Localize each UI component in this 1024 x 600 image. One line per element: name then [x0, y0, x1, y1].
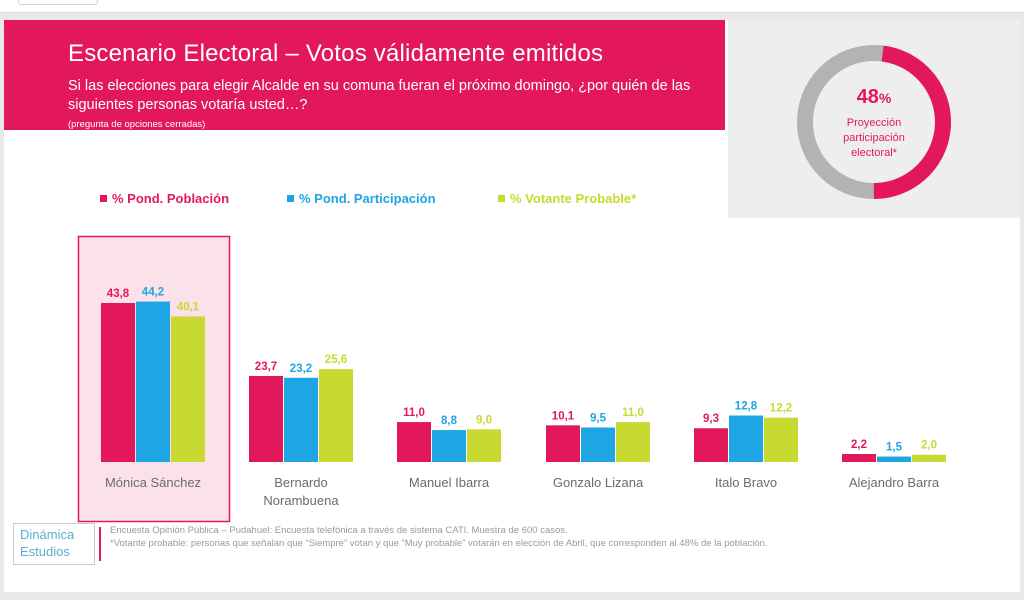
- legend-item-participacion: % Pond. Participación: [287, 191, 436, 206]
- bar: [136, 301, 170, 462]
- category-label: Bernardo: [274, 475, 327, 490]
- logo-text-line1: Dinámica: [20, 527, 75, 542]
- category-label: Gonzalo Lizana: [553, 475, 644, 490]
- bar: [249, 375, 283, 462]
- participation-number: 48: [856, 86, 879, 108]
- bar: [912, 454, 946, 462]
- slide-title: Escenario Electoral – Votos válidamente …: [68, 40, 604, 67]
- data-label: 8,8: [441, 415, 458, 427]
- data-label: 43,8: [107, 288, 130, 300]
- data-label: 11,0: [403, 407, 425, 419]
- bar: [319, 369, 353, 462]
- data-label: 11,0: [622, 407, 644, 419]
- logo-text-line2: Estudios: [20, 544, 70, 559]
- previous-slide-edge: [18, 0, 98, 5]
- bar: [101, 303, 135, 462]
- data-label: 1,5: [886, 442, 903, 454]
- category-label: Manuel Ibarra: [409, 475, 490, 490]
- participation-value: 48%: [794, 86, 954, 109]
- bar: [581, 427, 615, 462]
- category-label: Norambuena: [263, 493, 339, 508]
- data-label: 2,0: [921, 440, 937, 452]
- data-label: 25,6: [325, 354, 347, 366]
- data-label: 2,2: [851, 439, 867, 451]
- bar: [694, 428, 728, 462]
- footer-survey-note: Encuesta Opinión Pública – Pudahuel: Enc…: [110, 525, 568, 536]
- bar: [616, 422, 650, 462]
- bar: [842, 454, 876, 462]
- company-logo: Dinámica Estudios: [13, 523, 95, 565]
- legend-swatch: [287, 195, 294, 202]
- footer-footnote: *Votante probable: personas que señalan …: [110, 538, 768, 549]
- footer-notes: Encuesta Opinión Pública – Pudahuel: Enc…: [110, 524, 940, 550]
- data-label: 23,7: [255, 361, 277, 373]
- participation-label: Proyección participación electoral*: [843, 117, 905, 159]
- top-strip: [0, 0, 1024, 13]
- bar: [467, 429, 501, 462]
- data-label: 10,1: [552, 410, 575, 422]
- bar: [764, 417, 798, 462]
- data-label: 12,2: [770, 403, 792, 415]
- data-label: 12,8: [735, 401, 758, 413]
- bar: [877, 456, 911, 462]
- data-label: 9,0: [476, 414, 492, 426]
- legend-label: % Votante Probable*: [510, 191, 637, 206]
- footer-divider: [99, 527, 101, 561]
- data-label: 9,5: [590, 413, 607, 425]
- legend-item-poblacion: % Pond. Población: [100, 191, 229, 206]
- legend-swatch: [498, 195, 505, 202]
- legend-item-votante-probable: % Votante Probable*: [498, 191, 636, 206]
- category-label: Mónica Sánchez: [105, 475, 201, 490]
- category-label: Alejandro Barra: [849, 475, 940, 490]
- data-label: 40,1: [177, 301, 200, 313]
- data-label: 23,2: [290, 363, 312, 375]
- bar: [284, 377, 318, 462]
- category-label: Italo Bravo: [715, 475, 777, 490]
- survey-question: Si las elecciones para elegir Alcalde en…: [68, 78, 691, 113]
- slide: Escenario Electoral – Votos válidamente …: [4, 20, 1020, 592]
- bar: [729, 415, 763, 462]
- participation-unit: %: [878, 90, 892, 106]
- donut-progress-arc: [797, 45, 951, 199]
- bar: [171, 316, 205, 462]
- data-label: 44,2: [142, 287, 164, 299]
- bar: [397, 422, 431, 462]
- vote-bar-chart: 43,8 23,7 11,0 10,1 9,3 2,2 44,2 23,2 8,8 9,5 12,8…: [77, 235, 946, 523]
- participation-donut: [797, 45, 951, 199]
- legend-label: % Pond. Participación: [299, 191, 436, 206]
- bar: [432, 430, 466, 462]
- data-label: 9,3: [703, 413, 719, 425]
- participation-panel: 48% Proyección participación electoral*: [728, 20, 1020, 218]
- question-note: (pregunta de opciones cerradas): [68, 119, 206, 130]
- bar: [546, 425, 580, 462]
- legend-label: % Pond. Población: [112, 191, 230, 206]
- legend-swatch: [100, 195, 107, 202]
- header-band: Escenario Electoral – Votos válidamente …: [4, 20, 725, 130]
